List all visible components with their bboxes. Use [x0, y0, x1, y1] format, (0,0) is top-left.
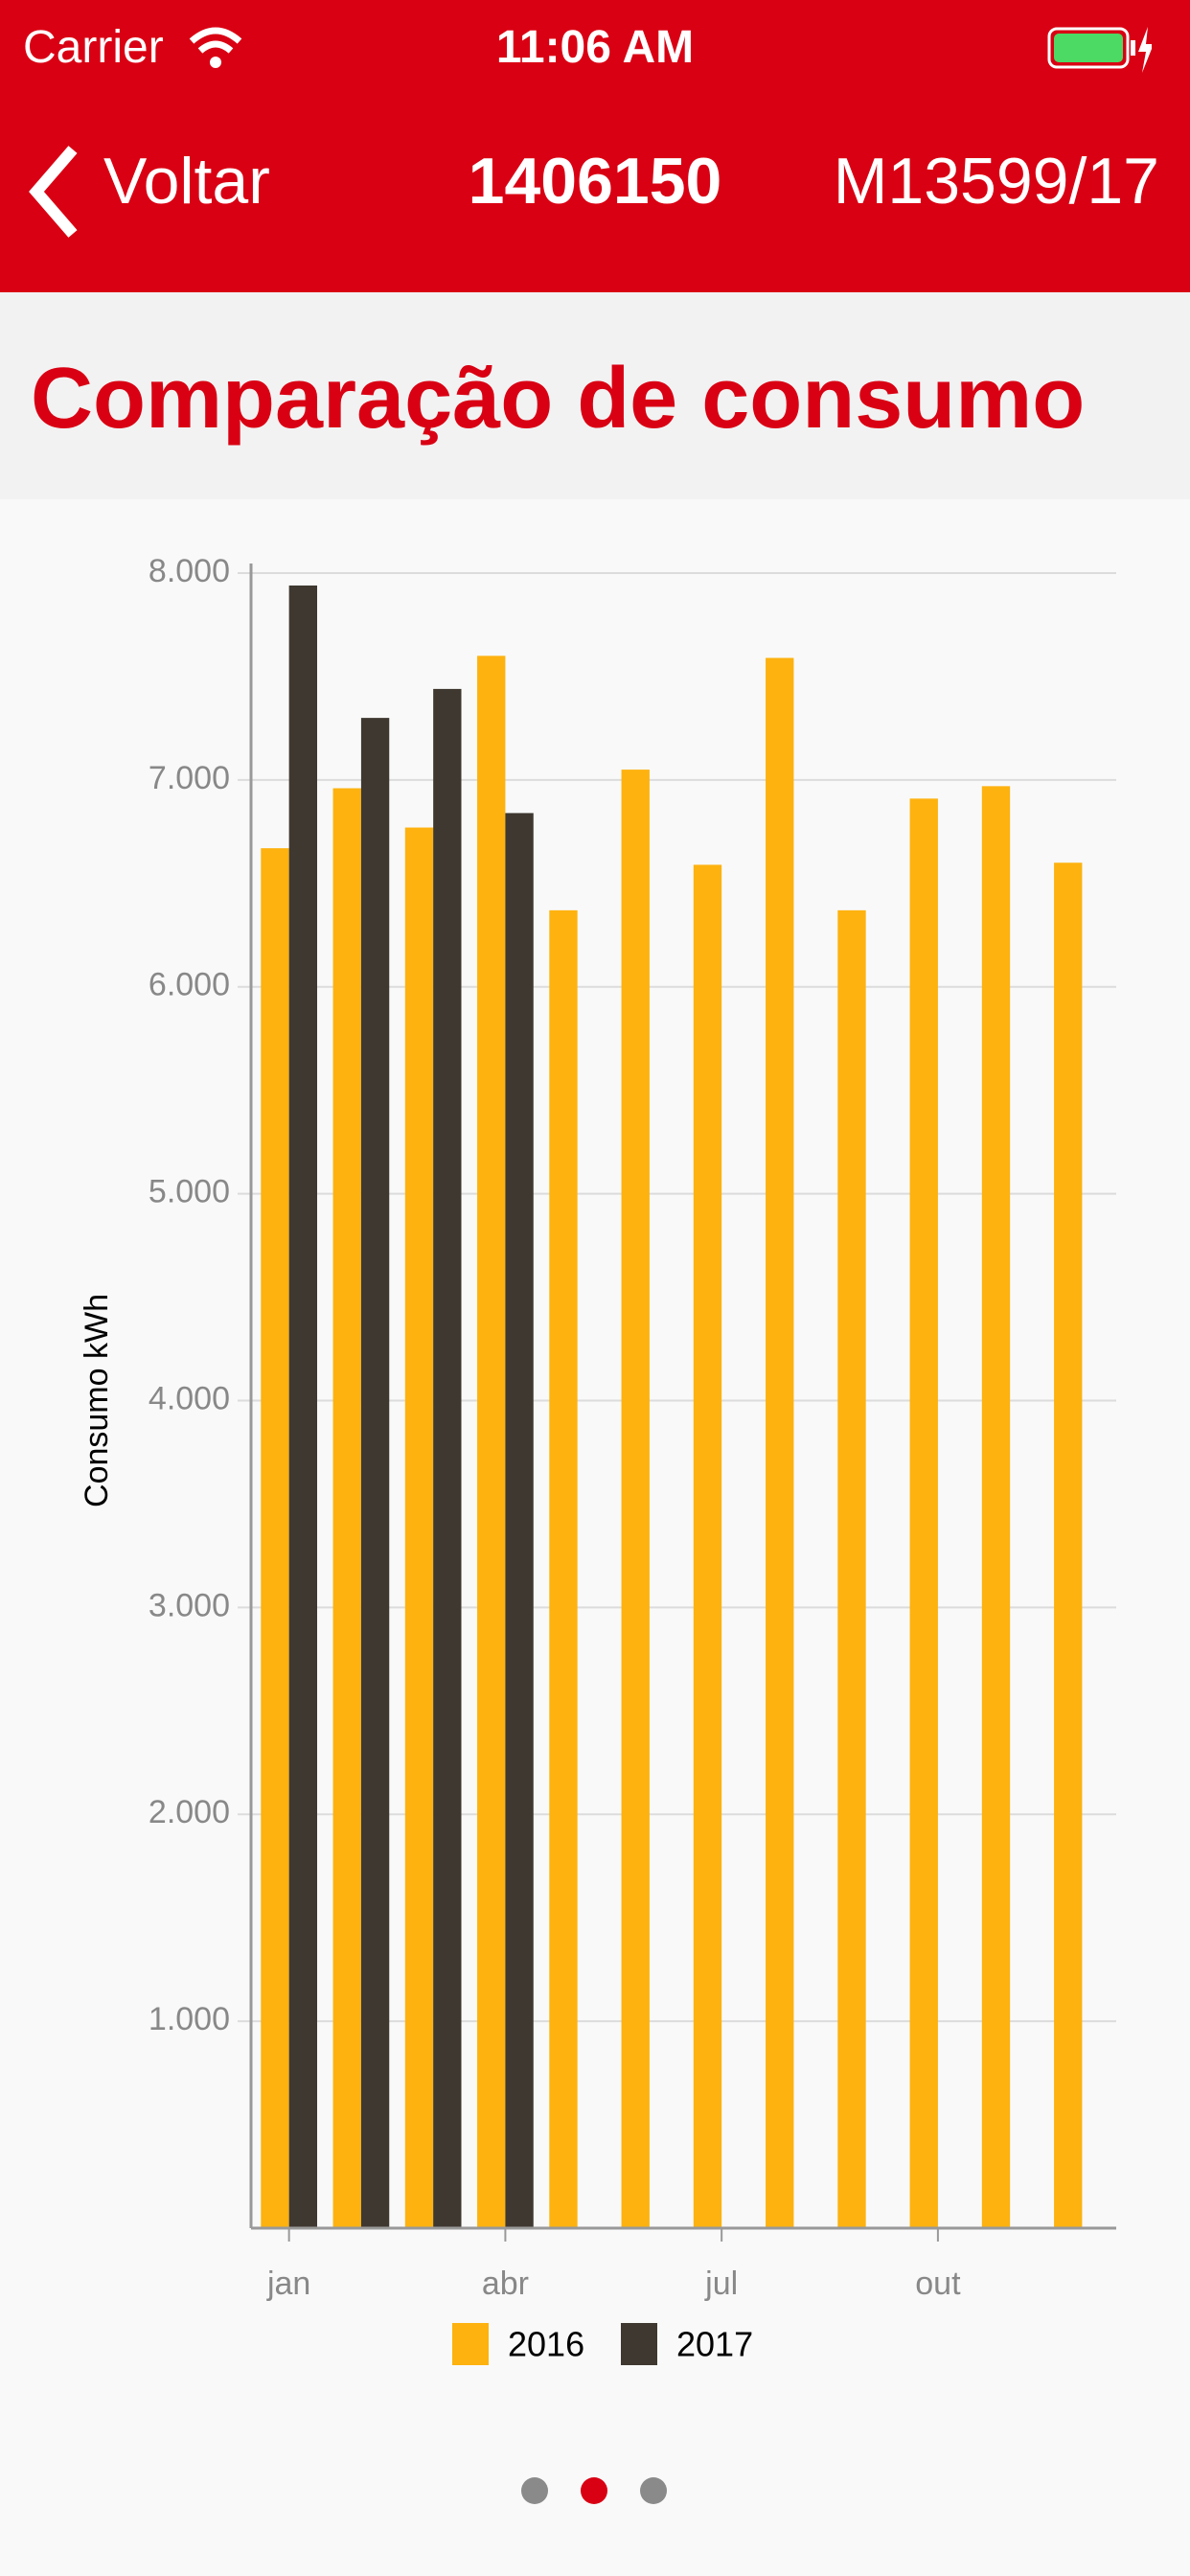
- battery-icon: [1047, 27, 1152, 73]
- bar: [505, 813, 534, 2228]
- clock: 11:06 AM: [495, 22, 695, 73]
- bar: [549, 909, 578, 2228]
- bar: [332, 788, 361, 2228]
- y-tick-label: 4.000: [149, 1380, 230, 1416]
- bar: [837, 909, 866, 2228]
- back-button[interactable]: Voltar: [103, 145, 270, 218]
- page-dot-active[interactable]: [581, 2477, 607, 2504]
- legend-swatch: [621, 2323, 657, 2365]
- bar: [261, 848, 289, 2228]
- bar: [621, 770, 650, 2228]
- y-tick-label: 6.000: [149, 967, 230, 1003]
- bar: [404, 827, 434, 2228]
- legend-swatch: [452, 2323, 489, 2365]
- app-bar: Carrier 11:06 AM Voltar 1406150 M13599/1…: [0, 0, 1190, 292]
- section-title: Comparação de consumo: [31, 351, 1086, 447]
- y-tick-label: 2.000: [149, 1794, 230, 1830]
- bar: [1054, 862, 1083, 2228]
- nav-right: M13599/17: [833, 145, 1159, 218]
- x-tick-label: jan: [266, 2266, 310, 2302]
- y-tick-label: 3.000: [149, 1587, 230, 1623]
- x-tick-label: abr: [482, 2266, 529, 2302]
- bar: [433, 688, 462, 2228]
- bar: [981, 786, 1011, 2228]
- bar: [288, 585, 318, 2228]
- bar: [477, 656, 506, 2228]
- legend-label: 2016: [508, 2325, 584, 2364]
- y-tick-label: 7.000: [149, 760, 230, 796]
- y-tick-label: 1.000: [149, 2001, 230, 2037]
- carrier: Carrier: [23, 22, 164, 73]
- y-tick-label: 5.000: [149, 1174, 230, 1210]
- bar: [693, 864, 722, 2228]
- x-tick-label: jul: [704, 2266, 738, 2302]
- x-tick-label: out: [915, 2266, 961, 2302]
- section-header: Comparação de consumo: [0, 292, 1190, 499]
- page-dot[interactable]: [640, 2477, 667, 2504]
- y-axis-label: Consumo kWh: [79, 1294, 115, 1507]
- bar: [909, 798, 938, 2229]
- legend-label: 2017: [676, 2325, 753, 2364]
- bar: [360, 718, 390, 2228]
- page-dot[interactable]: [521, 2477, 548, 2504]
- wifi-icon: [189, 27, 242, 68]
- back-chevron[interactable]: [27, 142, 84, 247]
- y-tick-label: 8.000: [149, 553, 230, 589]
- bar: [766, 657, 794, 2228]
- nav-title: 1406150: [468, 145, 722, 218]
